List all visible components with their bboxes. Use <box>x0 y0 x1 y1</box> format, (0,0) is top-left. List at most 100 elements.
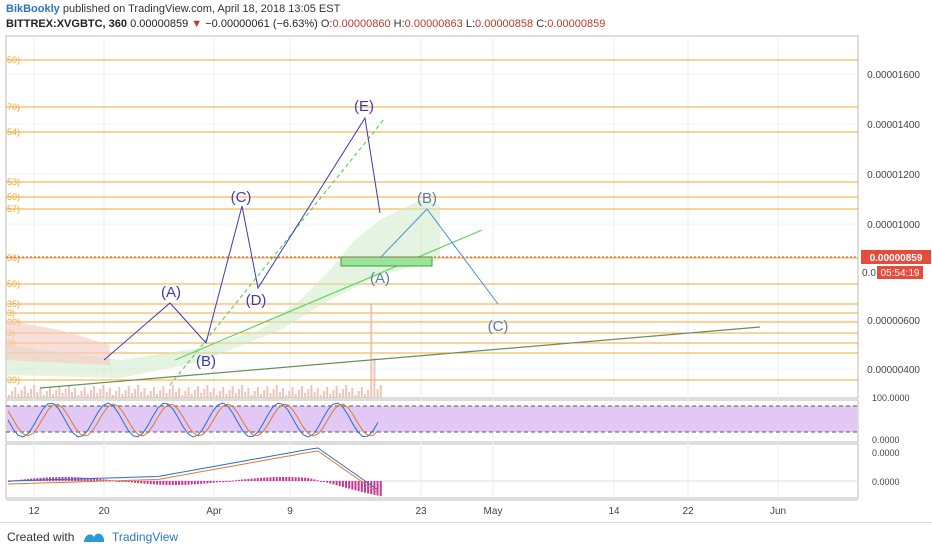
macd-histogram-bar <box>237 479 240 481</box>
macd-histogram-bar <box>124 481 127 482</box>
macd-histogram-bar <box>307 477 310 481</box>
low-value: 0.00000858 <box>475 18 534 30</box>
volume-bar <box>146 395 149 398</box>
volume-bar <box>231 386 234 398</box>
countdown-prefix: 0.0 <box>862 268 876 279</box>
volume-bar <box>222 387 225 398</box>
volume-bar <box>187 387 190 398</box>
macd-histogram-bar <box>102 479 105 481</box>
volume-bar <box>171 385 174 398</box>
y-tick-label: 0.00001400 <box>867 120 920 131</box>
volume-bar <box>140 392 143 398</box>
macd-histogram-bar <box>127 481 130 483</box>
open-label: O: <box>320 18 333 30</box>
macd-histogram-bar <box>168 481 171 485</box>
volume-bar <box>52 394 55 398</box>
macd-histogram-bar <box>310 478 313 481</box>
price-chart[interactable]: 12 20 Apr 9 23 May 14 22 Jun 0.00001600 0.00001400… <box>0 0 932 522</box>
volume-bar <box>14 387 17 398</box>
macd-histogram-bar <box>222 481 225 482</box>
volume-bar <box>102 385 105 398</box>
volume-bar <box>67 385 70 398</box>
macd-histogram-bar <box>174 481 177 485</box>
macd-histogram-bar <box>165 481 168 485</box>
stoch-k-line <box>7 402 379 438</box>
macd-histogram-bar <box>83 477 86 481</box>
macd-histogram-bar <box>93 478 96 481</box>
volume-bar <box>253 391 256 398</box>
volume-bar <box>20 390 23 398</box>
volume-bar <box>237 389 240 398</box>
macd-histogram-bar <box>269 477 272 481</box>
macd-histogram-bar <box>42 477 45 481</box>
change-arrow-icon: ▼ <box>191 18 203 30</box>
macd-histogram-bar <box>206 481 209 484</box>
ohlc-line: BITTREX:XVGBTC, 360 0.00000859 ▼ −0.0000… <box>6 18 605 30</box>
macd-histogram-bar <box>363 481 366 493</box>
author-link[interactable]: BikBookly <box>6 3 60 15</box>
macd-histogram-bar <box>348 481 351 489</box>
volume-bar <box>244 392 247 398</box>
volume-bar <box>152 387 155 398</box>
macd-histogram-bar <box>234 480 237 482</box>
x-tick-label: Jun <box>770 506 786 517</box>
volume-bar <box>184 391 187 398</box>
macd-histogram-bar <box>184 481 187 485</box>
volume-bar <box>77 395 80 398</box>
volume-bar <box>89 390 92 398</box>
volume-bar <box>168 389 171 398</box>
macd-signal-line <box>7 450 379 494</box>
volume-bar <box>354 395 357 398</box>
volume-bar <box>193 390 196 398</box>
macd-histogram-bar <box>159 481 162 485</box>
tradingview-brand[interactable]: TradingView <box>112 530 179 544</box>
macd-histogram-bar <box>266 477 269 481</box>
volume-bar <box>338 393 341 398</box>
support-trend-line <box>174 229 483 361</box>
wave-label: (C) <box>488 318 509 335</box>
volume-bar <box>159 390 162 398</box>
macd-histogram-bar <box>345 481 348 488</box>
volume-bar <box>234 393 237 398</box>
x-tick-label: 20 <box>98 506 110 517</box>
y-tick-label: 0.00001000 <box>867 220 920 231</box>
volume-bar <box>26 393 29 398</box>
macd-histogram-bar <box>241 479 244 481</box>
volume-bar <box>269 393 272 398</box>
macd-histogram-bar <box>354 481 357 491</box>
volume-bar <box>225 394 228 398</box>
last-price-tag-bg <box>861 250 931 264</box>
volume-bar <box>86 394 89 398</box>
volume-bar <box>121 394 124 398</box>
stoch-d-line <box>7 403 379 437</box>
volume-bar <box>137 385 140 398</box>
macd-histogram-bar <box>137 481 140 484</box>
macd-histogram-bar <box>351 481 354 490</box>
macd-histogram-bar <box>33 478 36 481</box>
x-tick-label: 14 <box>608 506 620 517</box>
volume-bar <box>174 392 177 398</box>
macd-histogram-bar <box>247 478 250 481</box>
fib-level-label: 35) <box>7 299 20 309</box>
open-value: 0.00000860 <box>332 18 391 30</box>
volume-bar <box>58 386 61 398</box>
volume-bar <box>96 393 99 398</box>
volume-bar <box>203 389 206 398</box>
volume-bar <box>228 390 231 398</box>
macd-histogram-bar <box>197 481 199 485</box>
volume-bar <box>307 389 310 398</box>
macd-histogram-bar <box>278 477 281 481</box>
volume-bar <box>335 386 338 398</box>
volume-bar <box>99 389 102 398</box>
macd-histogram-bar <box>39 477 42 481</box>
macd-histogram-bar <box>89 478 92 481</box>
fib-level-label: 50) <box>7 192 20 202</box>
x-tick-label: 22 <box>682 506 694 517</box>
fib-level-label: 3) <box>7 308 15 318</box>
macd-histogram-bar <box>297 477 300 481</box>
macd-histogram-bar <box>140 481 143 484</box>
volume-bar <box>105 392 108 398</box>
volume-bar <box>200 393 203 398</box>
volume-bar <box>71 392 73 398</box>
macd-histogram-bar <box>212 481 215 483</box>
